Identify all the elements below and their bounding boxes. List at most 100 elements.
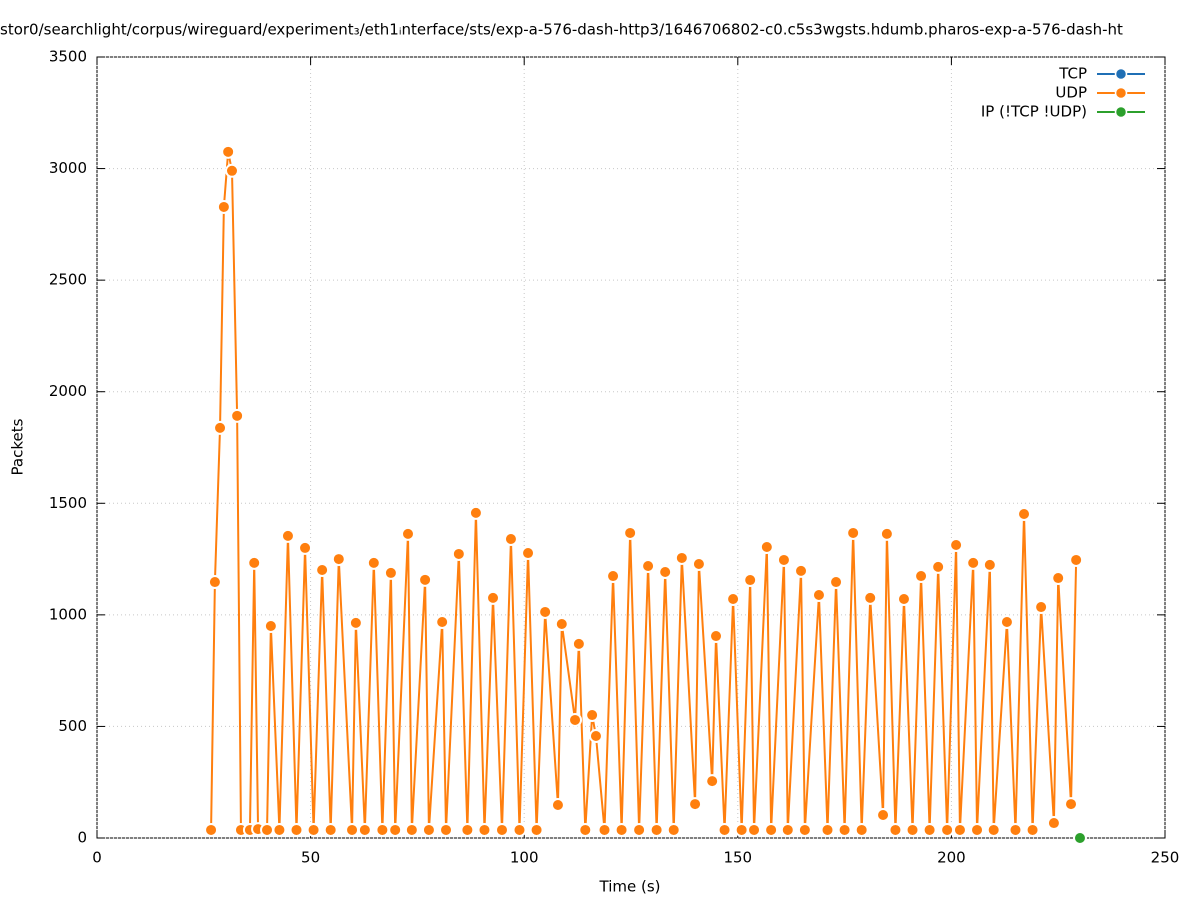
data-point [247, 555, 262, 570]
y-tick-label: 1500 [49, 494, 87, 512]
data-point [1025, 822, 1040, 837]
data-point [348, 615, 363, 630]
legend-marker [1114, 105, 1128, 119]
data-point [578, 822, 593, 837]
data-point [230, 408, 245, 423]
y-tick-label: 2500 [49, 271, 87, 289]
data-point [982, 557, 997, 572]
data-point [837, 822, 852, 837]
data-point [477, 822, 492, 837]
data-point [315, 563, 330, 578]
data-point [486, 590, 501, 605]
data-point [776, 552, 791, 567]
data-point [931, 559, 946, 574]
data-point [280, 528, 295, 543]
data-point [658, 565, 673, 580]
data-point [914, 569, 929, 584]
data-point [435, 614, 450, 629]
data-point [388, 822, 403, 837]
data-point [418, 572, 433, 587]
data-point [366, 555, 381, 570]
data-point [421, 822, 436, 837]
data-point [966, 555, 981, 570]
data-point [970, 822, 985, 837]
data-point [224, 163, 239, 178]
data-point [709, 629, 724, 644]
data-point [623, 525, 638, 540]
data-point [585, 708, 600, 723]
data-point [260, 822, 275, 837]
data-point [999, 614, 1014, 629]
data-point [705, 774, 720, 789]
data-point [404, 822, 419, 837]
data-point [588, 729, 603, 744]
data-point [1051, 571, 1066, 586]
data-point [952, 822, 967, 837]
legend-marker [1114, 67, 1128, 81]
data-point [204, 822, 219, 837]
data-point [451, 546, 466, 561]
y-tick-label: 3000 [49, 159, 87, 177]
y-axis-label: Packets [9, 418, 27, 475]
data-point [331, 552, 346, 567]
data-point [726, 592, 741, 607]
data-point [649, 822, 664, 837]
chart-title: stor0/searchlight/corpus/wireguard/exper… [0, 21, 1123, 39]
data-point [734, 822, 749, 837]
data-point [854, 822, 869, 837]
data-point [879, 526, 894, 541]
data-point [1046, 816, 1061, 831]
data-point [213, 420, 228, 435]
data-point [896, 592, 911, 607]
data-point [289, 822, 304, 837]
x-tick-label: 100 [510, 849, 539, 867]
data-point [846, 525, 861, 540]
data-point [529, 822, 544, 837]
data-point [876, 808, 891, 823]
data-point [674, 550, 689, 565]
y-tick-label: 2000 [49, 382, 87, 400]
plot-frame [96, 56, 1166, 839]
data-point [568, 712, 583, 727]
data-point [1072, 831, 1087, 845]
data-point [863, 590, 878, 605]
y-tick-label: 500 [58, 717, 87, 735]
data-point [550, 797, 565, 812]
data-point [688, 797, 703, 812]
data-point [780, 822, 795, 837]
data-point [606, 569, 621, 584]
data-point [521, 546, 536, 561]
data-point [439, 822, 454, 837]
x-tick-label: 150 [723, 849, 752, 867]
data-point [221, 144, 236, 159]
data-point [306, 822, 321, 837]
data-point [383, 565, 398, 580]
data-point [263, 619, 278, 634]
series-line [210, 151, 1078, 832]
data-point [641, 558, 656, 573]
x-axis-label: Time (s) [599, 878, 661, 896]
y-tick-label: 3500 [49, 48, 87, 66]
data-point [345, 822, 360, 837]
data-point [503, 531, 518, 546]
data-point [747, 822, 762, 837]
data-point [614, 822, 629, 837]
data-point [717, 822, 732, 837]
data-point [1064, 797, 1079, 812]
x-tick-label: 250 [1151, 849, 1180, 867]
data-point [571, 636, 586, 651]
data-point [272, 822, 287, 837]
data-point [1034, 600, 1049, 615]
data-point [820, 822, 835, 837]
data-point [811, 587, 826, 602]
data-point [512, 822, 527, 837]
data-point [743, 573, 758, 588]
legend-marker [1114, 86, 1128, 100]
data-point [794, 563, 809, 578]
data-point [691, 556, 706, 571]
data-point [538, 604, 553, 619]
data-point [1008, 822, 1023, 837]
data-point [888, 822, 903, 837]
x-tick-label: 200 [937, 849, 966, 867]
